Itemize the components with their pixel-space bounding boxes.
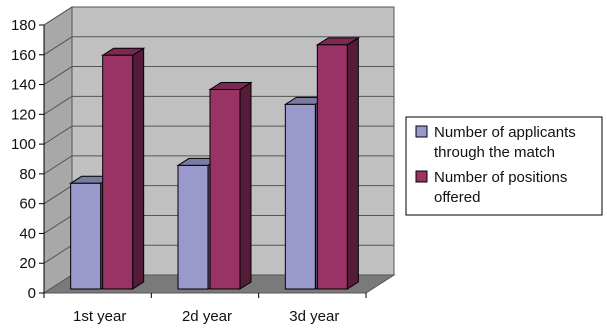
bar-side <box>346 36 359 290</box>
legend-label: offered <box>434 189 480 206</box>
bar-front <box>102 54 134 290</box>
plot-side-wall <box>43 6 73 294</box>
bar <box>100 47 146 290</box>
y-tick-label: 60 <box>19 196 36 213</box>
bar-front <box>284 103 316 290</box>
legend-box <box>405 116 603 216</box>
x-tick-label: 3d year <box>289 308 339 325</box>
legend-swatch <box>415 170 428 183</box>
y-tick-label: 40 <box>19 225 36 242</box>
y-tick-label: 20 <box>19 255 36 272</box>
y-tick-label: 120 <box>11 106 36 123</box>
x-tick-label: 1st year <box>73 308 126 325</box>
legend-label: Number of applicants <box>434 124 576 141</box>
gridline <box>43 36 394 56</box>
bar-side <box>132 47 145 290</box>
y-tick-label: 160 <box>11 47 36 64</box>
bar <box>315 36 361 290</box>
bar <box>208 81 253 290</box>
legend-swatch <box>415 125 428 138</box>
y-tick-label: 100 <box>11 136 36 153</box>
bar-front <box>177 164 209 290</box>
y-tick-label: 140 <box>11 77 36 94</box>
gridline <box>43 95 394 115</box>
gridline <box>43 66 394 85</box>
bar-front <box>316 44 348 290</box>
legend-label: Number of positions <box>434 169 567 186</box>
x-axis: 1st year 2d year 3d year <box>43 293 367 325</box>
legend: Number of applicants through the match Num… <box>405 116 603 216</box>
gridline <box>43 6 394 26</box>
bar-side <box>239 81 252 290</box>
y-tick-label: 80 <box>19 166 36 183</box>
x-tick-label: 2d year <box>182 308 232 325</box>
y-tick-label: 0 <box>28 285 36 302</box>
bar-front <box>70 182 102 290</box>
y-tick-label: 180 <box>11 17 36 34</box>
y-axis: 0 20 40 60 80 100 120 140 160 180 <box>11 17 45 302</box>
bar-front <box>209 88 241 290</box>
bars <box>68 36 361 290</box>
legend-label: through the match <box>434 144 555 161</box>
